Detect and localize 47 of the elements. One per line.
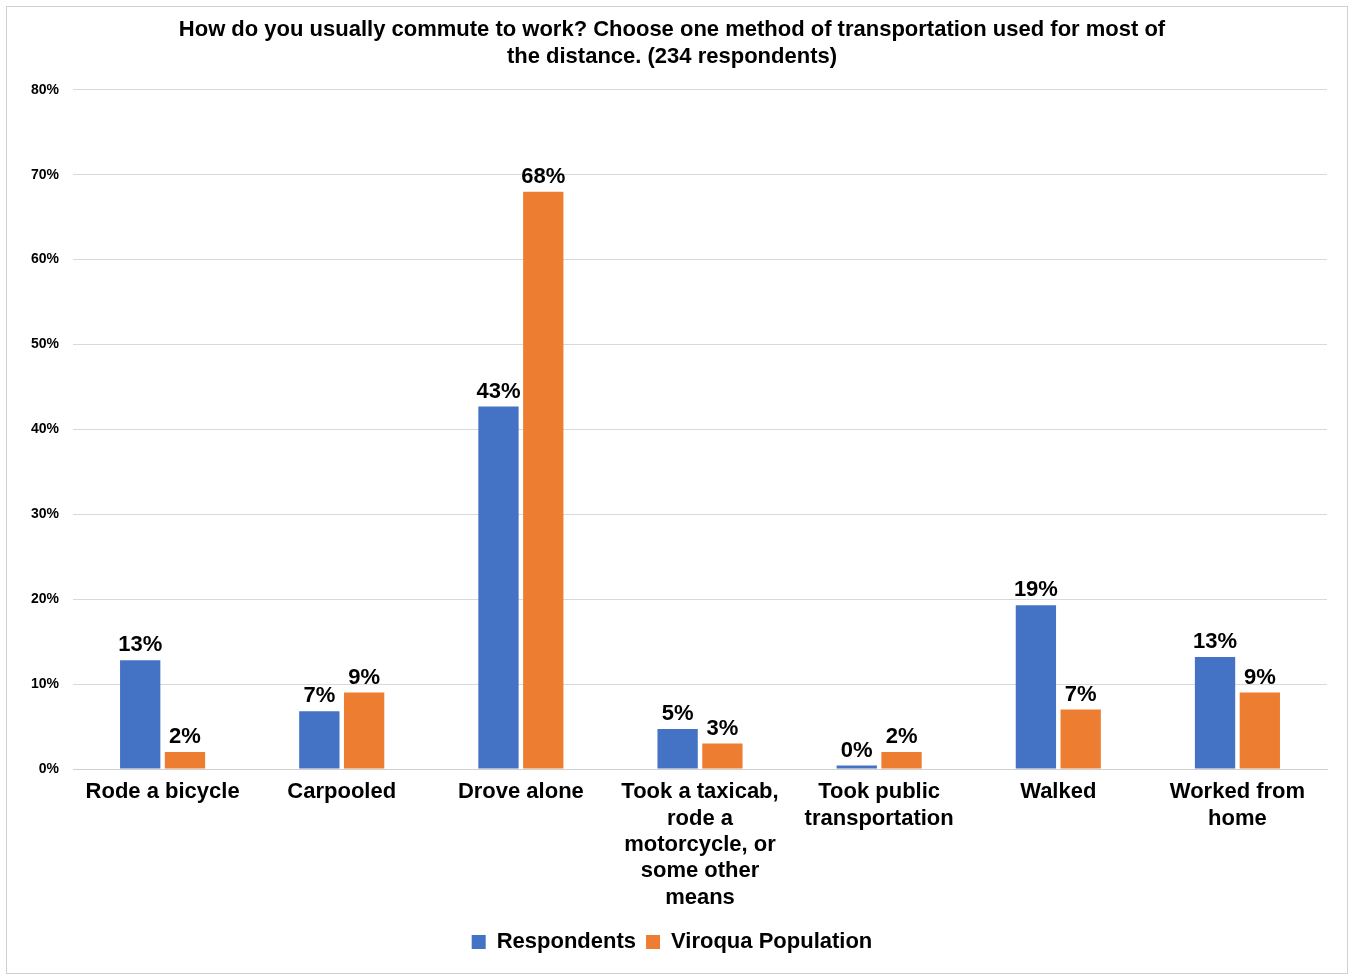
bar <box>164 752 206 769</box>
data-label: 0% <box>840 736 873 762</box>
bar <box>1015 605 1057 769</box>
bar <box>523 191 564 769</box>
y-tick-label: 60% <box>30 250 60 267</box>
chart-title: How do you usually commute to work? Choose one method of transportation used for most of the distance. (234 respondents) <box>178 16 1166 68</box>
data-label: 2% <box>885 723 918 749</box>
bar <box>1194 656 1236 769</box>
bar <box>299 711 340 769</box>
y-tick-label: 0% <box>38 759 60 776</box>
y-tick-label: 80% <box>30 80 60 97</box>
y-tick-label: 20% <box>30 590 60 607</box>
bar <box>120 660 161 769</box>
data-label: 13% <box>118 631 163 657</box>
y-tick-label: 50% <box>30 335 60 352</box>
bar <box>836 765 877 769</box>
x-tick-label: Walked <box>1020 778 1097 804</box>
legend-label: Respondents <box>496 928 637 954</box>
bar <box>881 752 922 769</box>
y-tick-label: 30% <box>30 505 60 522</box>
data-label: 9% <box>348 663 381 689</box>
y-tick-label: 70% <box>30 165 60 182</box>
bar <box>343 692 385 769</box>
bar <box>657 729 698 769</box>
data-label: 43% <box>476 377 521 403</box>
bar <box>478 406 519 769</box>
data-label: 9% <box>1243 663 1276 689</box>
data-label: 7% <box>303 682 336 708</box>
data-label: 2% <box>169 723 201 749</box>
data-label: 3% <box>706 714 739 740</box>
x-tick-label: Rode a bicycle <box>85 778 240 804</box>
x-tick-label: Took a taxicab, rode a motorcycle, or some other means <box>621 778 779 909</box>
bar <box>1060 709 1101 769</box>
data-label: 7% <box>1064 680 1097 706</box>
data-label: 13% <box>1193 627 1238 653</box>
data-label: 68% <box>521 162 566 188</box>
x-tick-label: Took public transportation <box>804 778 954 830</box>
bar <box>1239 692 1280 769</box>
y-tick-label: 40% <box>30 420 60 437</box>
legend-label: Viroqua Population <box>671 928 873 954</box>
data-label: 5% <box>661 700 694 726</box>
data-label: 19% <box>1013 576 1058 602</box>
x-tick-label: Carpooled <box>287 778 397 804</box>
x-tick-label: Drove alone <box>457 778 584 804</box>
x-tick-label: Worked from home <box>1169 778 1306 830</box>
bar <box>702 743 743 769</box>
y-tick-label: 10% <box>30 674 60 691</box>
